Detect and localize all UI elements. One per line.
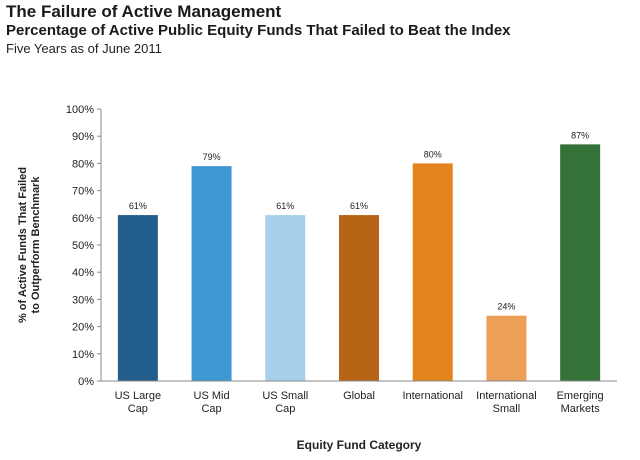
bar bbox=[191, 166, 232, 381]
x-tick-label: International Small bbox=[476, 390, 537, 415]
y-tick-label: 30% bbox=[72, 294, 94, 306]
y-tick-label: 70% bbox=[72, 186, 94, 198]
y-tick-label: 10% bbox=[72, 349, 94, 361]
x-tick-label: US Large Cap bbox=[115, 390, 161, 415]
x-tick-label: US Small Cap bbox=[262, 390, 308, 415]
y-tick-label: 90% bbox=[72, 131, 94, 143]
y-axis: 0% 10% 20% 30% 40% 50% 60% 70% 80% 90% 100% bbox=[66, 104, 102, 388]
bar bbox=[412, 163, 453, 381]
bar-data-label: 80% bbox=[424, 149, 442, 159]
bar bbox=[560, 144, 601, 381]
bar bbox=[117, 215, 158, 381]
chart-date-caption: Five Years as of June 2011 bbox=[6, 41, 162, 56]
x-tick-label: International bbox=[402, 390, 463, 402]
bar-data-label: 24% bbox=[497, 302, 515, 312]
y-tick-label: 60% bbox=[72, 213, 94, 225]
bar-data-label: 61% bbox=[350, 201, 368, 211]
x-tick-label: US Mid Cap bbox=[194, 390, 230, 415]
bars-group bbox=[117, 144, 601, 381]
bar bbox=[339, 215, 379, 381]
bar-data-label: 79% bbox=[203, 152, 221, 162]
y-tick-label: 100% bbox=[66, 104, 94, 116]
y-tick-label: 80% bbox=[72, 158, 94, 170]
y-tick-label: 0% bbox=[78, 376, 94, 388]
bar-data-label: 87% bbox=[571, 130, 589, 140]
y-axis-title: % of Active Funds That Failedto Outperfo… bbox=[17, 167, 42, 323]
y-axis-title-text: % of Active Funds That Failedto Outperfo… bbox=[17, 167, 42, 323]
bar bbox=[486, 315, 527, 381]
bar bbox=[265, 215, 306, 381]
y-tick-label: 20% bbox=[72, 322, 94, 334]
x-axis-title: Equity Fund Category bbox=[297, 438, 422, 452]
chart-subtitle: Percentage of Active Public Equity Funds… bbox=[6, 22, 511, 39]
y-tick-label: 50% bbox=[72, 240, 94, 252]
bar-data-label: 61% bbox=[276, 201, 294, 211]
data-labels-group: 61% 79% 61% 61% 80% 24% 87% bbox=[129, 130, 589, 311]
x-axis: US Large Cap US Mid Cap US Small Cap Global Int… bbox=[101, 380, 617, 415]
y-tick-label: 40% bbox=[72, 267, 94, 279]
chart-title: The Failure of Active Management bbox=[6, 2, 282, 21]
bar-data-label: 61% bbox=[129, 201, 147, 211]
x-tick-label: Global bbox=[343, 390, 375, 402]
x-tick-label: Emerging Markets bbox=[557, 390, 604, 415]
